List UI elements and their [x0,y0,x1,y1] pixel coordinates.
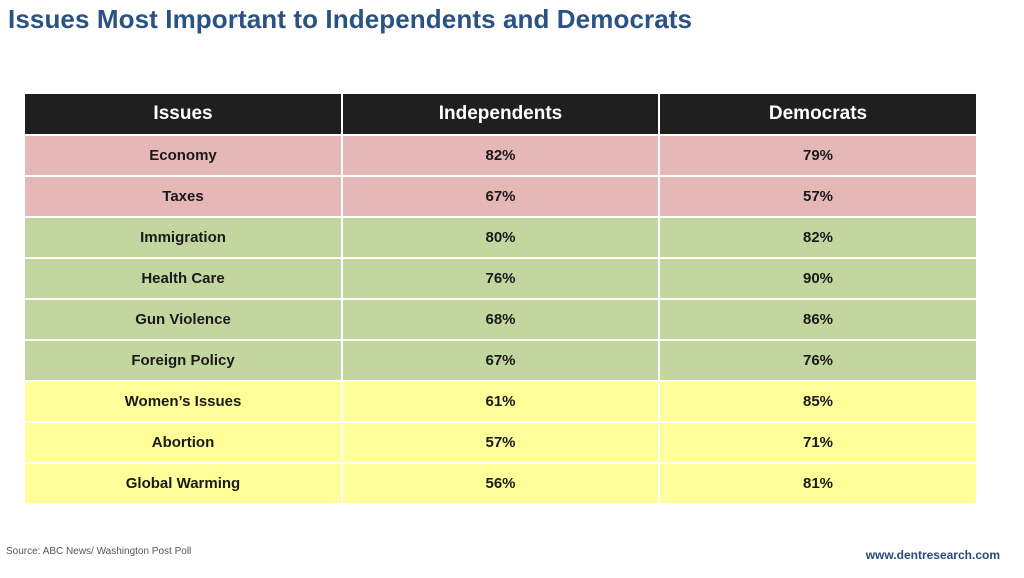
issues-table-container: Issues Independents Democrats Economy 82%… [25,94,976,503]
table-row: Taxes 67% 57% [25,175,976,217]
independents-cell: 67% [341,175,659,217]
table-body: Economy 82% 79% Taxes 67% 57% Immigration 80% 82… [25,134,976,503]
issue-cell: Taxes [25,175,342,217]
democrats-cell: 86% [658,298,976,340]
democrats-cell: 57% [658,175,976,217]
website-link[interactable]: www.dentresearch.com [865,548,1000,562]
independents-cell: 80% [341,216,659,258]
democrats-cell: 79% [658,134,976,176]
democrats-cell: 71% [658,421,976,463]
democrats-cell: 90% [658,257,976,299]
independents-cell: 61% [341,380,659,422]
source-note: Source: ABC News/ Washington Post Poll [6,546,192,557]
independents-cell: 68% [341,298,659,340]
issue-cell: Women’s Issues [25,380,342,422]
table-header-row: Issues Independents Democrats [25,94,976,135]
independents-cell: 82% [341,134,659,176]
header-issues: Issues [25,94,342,135]
democrats-cell: 85% [658,380,976,422]
independents-cell: 67% [341,339,659,381]
issue-cell: Immigration [25,216,342,258]
issue-cell: Health Care [25,257,342,299]
issue-cell: Abortion [25,421,342,463]
table-row: Foreign Policy 67% 76% [25,339,976,381]
table-row: Women’s Issues 61% 85% [25,380,976,422]
issue-cell: Global Warming [25,462,342,503]
democrats-cell: 76% [658,339,976,381]
democrats-cell: 81% [658,462,976,503]
table-row: Abortion 57% 71% [25,421,976,463]
table-row: Health Care 76% 90% [25,257,976,299]
header-democrats: Democrats [658,94,976,135]
issue-cell: Foreign Policy [25,339,342,381]
issue-cell: Economy [25,134,342,176]
independents-cell: 76% [341,257,659,299]
table-row: Immigration 80% 82% [25,216,976,258]
issues-table: Issues Independents Democrats Economy 82%… [25,94,976,503]
independents-cell: 56% [341,462,659,503]
table-row: Gun Violence 68% 86% [25,298,976,340]
democrats-cell: 82% [658,216,976,258]
header-independents: Independents [341,94,659,135]
table-row: Global Warming 56% 81% [25,462,976,503]
chart-title: Issues Most Important to Independents an… [8,4,693,34]
table-row: Economy 82% 79% [25,134,976,176]
issue-cell: Gun Violence [25,298,342,340]
independents-cell: 57% [341,421,659,463]
